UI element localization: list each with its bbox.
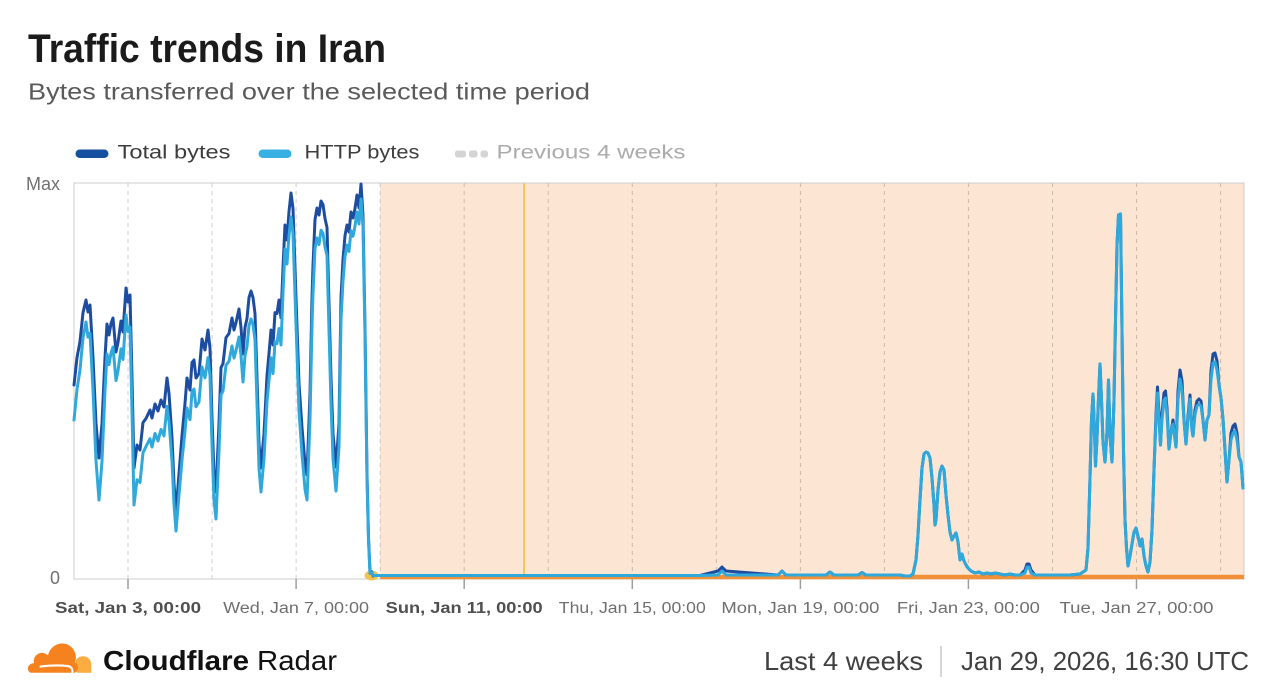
svg-text:Fri, Jan 23, 00:00: Fri, Jan 23, 00:00 xyxy=(897,600,1040,617)
svg-text:Total bytes: Total bytes xyxy=(118,143,231,164)
svg-text:Sun, Jan 11, 00:00: Sun, Jan 11, 00:00 xyxy=(386,600,543,617)
svg-text:Sat, Jan 3, 00:00: Sat, Jan 3, 00:00 xyxy=(55,600,201,617)
svg-text:Max: Max xyxy=(26,174,60,194)
svg-text:Thu, Jan 15, 00:00: Thu, Jan 15, 00:00 xyxy=(559,600,706,617)
svg-text:HTTP bytes: HTTP bytes xyxy=(305,143,420,164)
svg-text:Bytes transferred over the sel: Bytes transferred over the selected time… xyxy=(28,79,590,105)
svg-text:Previous 4 weeks: Previous 4 weeks xyxy=(497,143,686,164)
svg-text:Wed, Jan 7, 00:00: Wed, Jan 7, 00:00 xyxy=(223,600,369,617)
svg-text:Tue, Jan 27, 00:00: Tue, Jan 27, 00:00 xyxy=(1060,600,1214,617)
svg-text:Jan 29, 2026, 16:30 UTC: Jan 29, 2026, 16:30 UTC xyxy=(961,646,1249,676)
svg-text:Last 4 weeks: Last 4 weeks xyxy=(764,646,923,676)
svg-text:Traffic trends in Iran: Traffic trends in Iran xyxy=(28,27,386,71)
svg-text:Radar: Radar xyxy=(257,645,337,676)
svg-text:Cloudflare: Cloudflare xyxy=(103,645,249,676)
svg-text:Mon, Jan 19, 00:00: Mon, Jan 19, 00:00 xyxy=(721,600,879,617)
svg-text:0: 0 xyxy=(50,568,60,588)
